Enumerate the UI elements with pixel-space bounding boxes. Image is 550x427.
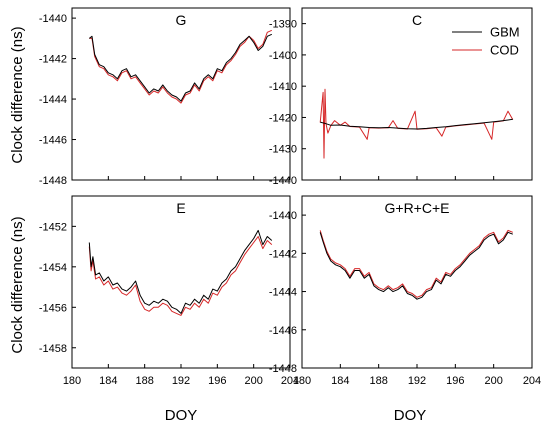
y-tick-label-grce: -1442	[269, 248, 297, 260]
y-tick-label-e: -1458	[39, 343, 67, 355]
panel-title-grce: G+R+C+E	[385, 200, 450, 216]
y-tick-label-g: -1444	[39, 94, 67, 106]
x-tick-label-grce: 184	[331, 375, 349, 387]
y-tick-label-c: -1440	[269, 175, 297, 187]
panel-c: C -1440 -1430 -1420 -1410 -1400 -1390	[269, 7, 533, 187]
y-tick-label-grce: -1444	[269, 287, 297, 299]
panel-title-c: C	[412, 12, 422, 28]
y-axis-label-top-group: Clock difference (ns)	[9, 26, 26, 163]
series-line-e-cod	[88, 236, 273, 316]
panel-grce: G+R+C+E -1448 -1446 -1444 -1442 -1440 180 184 18…	[269, 195, 541, 387]
series-line-grce-gbm	[319, 231, 513, 300]
x-axis-label-right: DOY	[394, 407, 427, 424]
y-tick-label-g: -1446	[39, 135, 67, 147]
x-tick-label-e: 200	[244, 375, 262, 387]
y-axis-label-bottom-group: Clock difference (ns)	[9, 216, 26, 353]
x-tick-label-e: 196	[208, 375, 226, 387]
y-tick-label-e: -1456	[39, 302, 67, 314]
plot-frame-grce	[301, 195, 533, 369]
legend: GBM COD	[452, 25, 520, 58]
series-line-grce-cod	[319, 229, 513, 298]
panel-e: E -1458 -1456 -1454 -1452 180 184 188 192 196 200 2…	[39, 195, 299, 387]
x-tick-label-e: 180	[63, 375, 81, 387]
y-axis-label-top: Clock difference (ns)	[9, 26, 26, 163]
series-line-c-gbm	[320, 118, 513, 130]
x-tick-label-grce: 204	[523, 375, 541, 387]
x-tick-label-e: 188	[135, 375, 153, 387]
y-tick-label-c: -1410	[269, 81, 297, 93]
y-tick-label-grce: -1448	[269, 363, 297, 375]
series-line-g-gbm	[88, 33, 273, 102]
x-tick-label-grce: 200	[484, 375, 502, 387]
series-grce-cod	[319, 229, 513, 298]
panel-title-e: E	[176, 200, 185, 216]
legend-cod-label: COD	[490, 43, 519, 58]
legend-gbm-label: GBM	[490, 25, 520, 40]
plot-frame-g	[71, 7, 291, 181]
x-tick-label-e: 184	[99, 375, 117, 387]
y-tick-label-g: -1440	[39, 13, 67, 25]
series-c-cod	[319, 88, 514, 159]
x-tick-label-grce: 192	[408, 375, 426, 387]
y-tick-label-c: -1400	[269, 50, 297, 62]
x-tick-label-grce: 180	[293, 375, 311, 387]
y-tick-label-grce: -1446	[269, 325, 297, 337]
x-tick-label-e: 204	[281, 375, 299, 387]
y-tick-label-g: -1442	[39, 54, 67, 66]
x-tick-label-e: 192	[172, 375, 190, 387]
y-axis-label-bottom: Clock difference (ns)	[9, 216, 26, 353]
x-axis-label-left: DOY	[165, 407, 198, 424]
series-g-cod	[89, 29, 273, 104]
y-tick-label-c: -1420	[269, 112, 297, 124]
series-g-gbm	[88, 33, 273, 102]
panels: G -1448 -1446 -1444 -1442 -1440 C -1440 -1430 -14…	[39, 7, 541, 387]
y-tick-label-grce: -1440	[269, 210, 297, 222]
series-line-g-cod	[89, 29, 273, 104]
x-tick-label-grce: 188	[369, 375, 387, 387]
series-line-e-gbm	[88, 229, 273, 314]
y-tick-label-e: -1452	[39, 221, 67, 233]
y-tick-label-e: -1454	[39, 262, 67, 274]
plot-frame-e	[71, 195, 291, 369]
y-tick-label-g: -1448	[39, 175, 67, 187]
series-c-gbm	[320, 118, 513, 130]
series-e-gbm	[88, 229, 273, 314]
series-grce-gbm	[319, 231, 513, 300]
series-e-cod	[88, 236, 273, 316]
x-tick-label-grce: 196	[446, 375, 464, 387]
y-tick-label-c: -1430	[269, 144, 297, 156]
panel-g: G -1448 -1446 -1444 -1442 -1440	[39, 7, 291, 187]
y-tick-label-c: -1390	[269, 19, 297, 31]
panel-title-g: G	[176, 12, 187, 28]
series-line-c-cod	[319, 88, 514, 159]
